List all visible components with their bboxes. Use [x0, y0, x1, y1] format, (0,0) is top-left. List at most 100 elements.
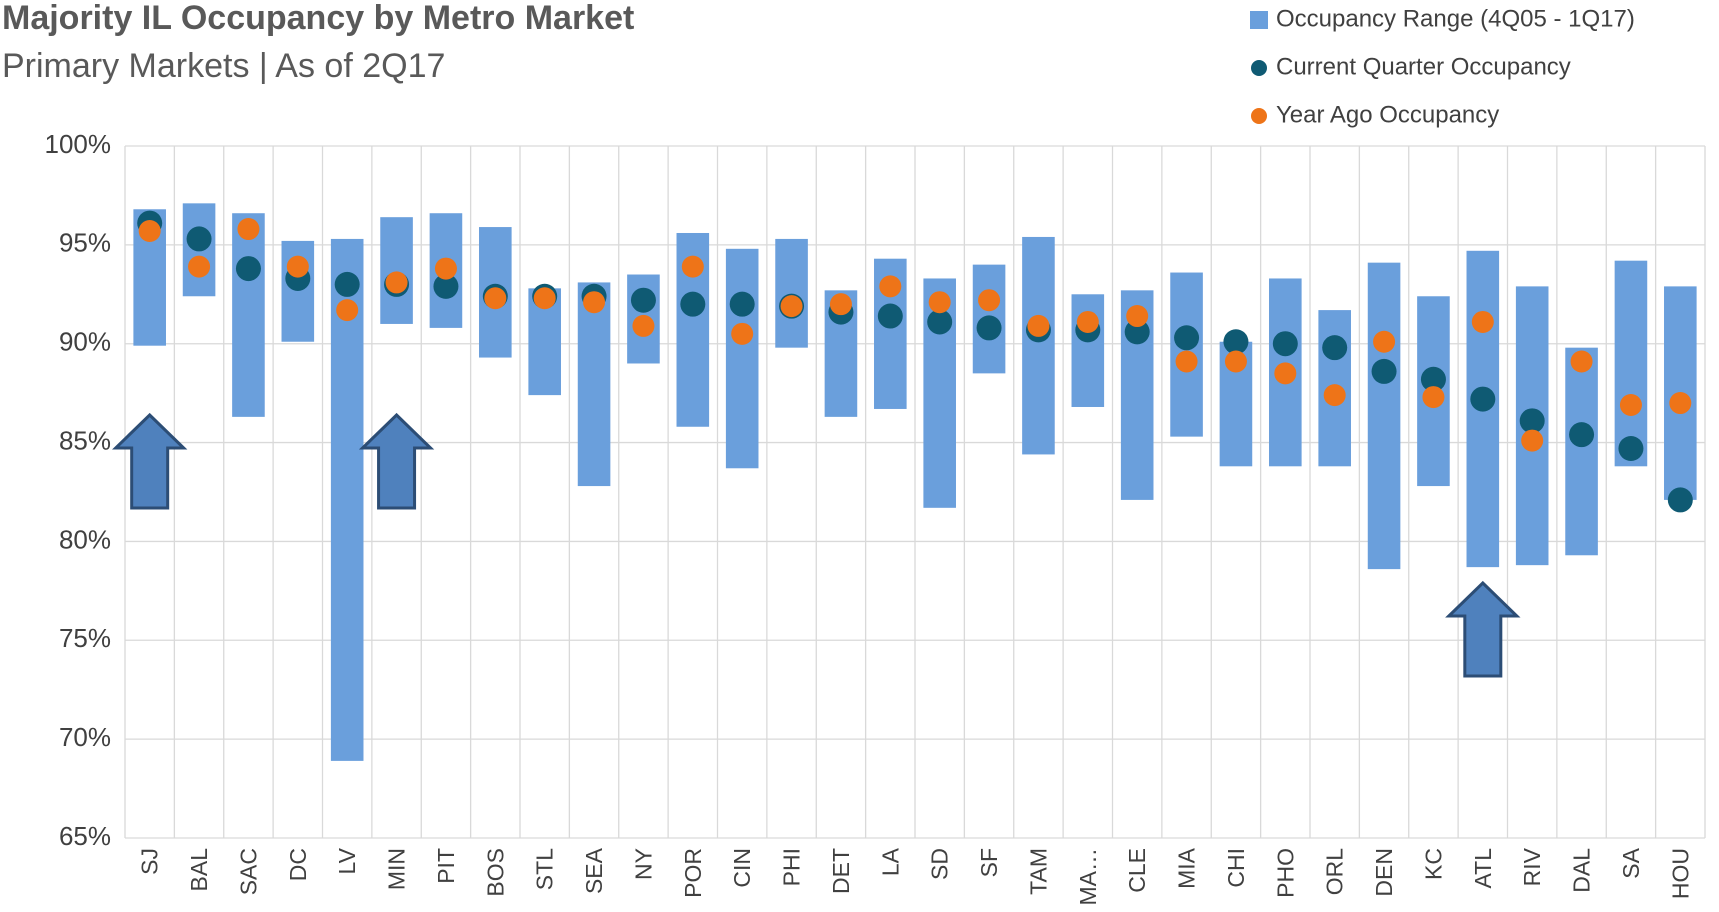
current-dot	[334, 271, 360, 297]
current-dot	[1371, 358, 1397, 384]
arrow	[111, 412, 188, 510]
current-dot	[630, 287, 656, 313]
year-ago-dot	[928, 291, 951, 314]
current-dot	[976, 315, 1002, 341]
year-ago-dot	[1175, 350, 1198, 373]
x-tick-label: BOS	[482, 848, 508, 897]
x-tick-label: MIA	[1174, 847, 1200, 889]
x-tick-label: MIN	[384, 848, 410, 890]
year-ago-dot	[780, 295, 803, 318]
y-tick-label: 75%	[59, 623, 111, 653]
current-dot	[1470, 386, 1496, 412]
year-ago-dot	[731, 322, 754, 345]
y-tick-label: 95%	[59, 228, 111, 258]
x-tick-label: PIT	[433, 848, 459, 884]
year-ago-dot	[434, 257, 457, 280]
year-ago-dot	[188, 255, 211, 278]
year-ago-dot	[583, 291, 606, 314]
year-ago-dot	[484, 287, 507, 310]
legend-swatch	[1250, 11, 1268, 29]
year-ago-dot	[978, 289, 1001, 312]
chart-subtitle: Primary Markets | As of 2Q17	[2, 47, 445, 85]
year-ago-dot	[829, 293, 852, 316]
range-bar	[330, 238, 364, 761]
year-ago-dot	[1570, 350, 1593, 373]
year-ago-dot	[1224, 350, 1247, 373]
x-tick-label: DC	[285, 848, 311, 881]
current-dot	[1124, 319, 1150, 345]
year-ago-dot	[1274, 362, 1297, 385]
current-dot	[1322, 335, 1348, 361]
range-bar	[232, 213, 265, 417]
legend-swatch	[1251, 60, 1267, 76]
year-ago-dot	[1422, 386, 1445, 409]
x-tick-label: HOU	[1667, 848, 1693, 899]
current-dot	[1569, 422, 1595, 448]
legend: Occupancy Range (4Q05 - 1Q17) Current Qua…	[1250, 5, 1635, 128]
x-tick-label: DEN	[1371, 848, 1397, 897]
x-tick-label: SJ	[137, 848, 163, 875]
x-tick-label: DET	[828, 848, 854, 894]
x-tick-label: NY	[630, 848, 656, 880]
y-tick-label: 70%	[59, 722, 111, 752]
x-tick-label: ATL	[1470, 848, 1496, 889]
range-bar	[577, 282, 611, 487]
current-dot	[1420, 366, 1446, 392]
y-tick-label: 100%	[45, 129, 112, 159]
year-ago-dot	[1669, 392, 1692, 415]
year-ago-dot	[1027, 314, 1050, 337]
current-dot	[877, 303, 903, 329]
current-dot	[1174, 325, 1200, 351]
year-ago-dot	[632, 314, 655, 337]
year-ago-dot	[1076, 310, 1099, 333]
year-ago-dot	[336, 299, 359, 322]
current-dot	[1667, 487, 1693, 513]
x-tick-label: LA	[877, 847, 903, 876]
x-tick-label: CIN	[729, 848, 755, 888]
x-tick-label: PHO	[1272, 848, 1298, 898]
year-ago-dot	[879, 275, 902, 298]
year-ago-dot	[286, 255, 309, 278]
current-dot	[1618, 436, 1644, 462]
x-tick-label: LV	[334, 847, 360, 874]
x-tick-label: POR	[680, 848, 706, 898]
current-dot	[680, 291, 706, 317]
current-dot	[1223, 329, 1249, 355]
year-ago-dot	[533, 287, 556, 310]
y-tick-label: 65%	[59, 821, 111, 851]
arrow	[358, 412, 435, 510]
current-dot	[927, 309, 953, 335]
y-tick-label: 80%	[59, 524, 111, 554]
x-tick-label: SF	[976, 848, 1002, 877]
y-tick-label: 90%	[59, 327, 111, 357]
x-tick-label: SA	[1618, 847, 1644, 878]
year-ago-dot	[138, 220, 161, 243]
arrow	[1445, 580, 1521, 678]
legend-swatch	[1251, 108, 1267, 124]
x-tick-label: KC	[1420, 848, 1446, 880]
x-tick-label: SEA	[581, 847, 607, 894]
x-tick-label: CHI	[1223, 848, 1249, 888]
year-ago-dot	[385, 271, 408, 294]
legend-label: Year Ago Occupancy	[1276, 101, 1499, 128]
year-ago-dot	[1126, 305, 1149, 328]
x-tick-label: TAM	[1025, 848, 1051, 895]
year-ago-dot	[1619, 394, 1642, 417]
range-bar	[1565, 347, 1598, 556]
range-bar	[725, 248, 759, 469]
range-bar	[775, 238, 808, 348]
x-tick-label: BAL	[186, 848, 212, 892]
y-tick-label: 85%	[59, 425, 111, 455]
x-tick-label: PHI	[779, 848, 805, 886]
current-dot	[433, 273, 459, 299]
x-tick-label: STL	[532, 848, 558, 890]
legend-label: Current Quarter Occupancy	[1276, 53, 1571, 80]
year-ago-dot	[1323, 384, 1346, 407]
year-ago-dot	[681, 255, 704, 278]
range-bar	[380, 217, 413, 324]
range-bar	[1367, 262, 1401, 570]
x-tick-label: MA…	[1075, 848, 1101, 906]
year-ago-dot	[1521, 429, 1544, 452]
current-dot	[1272, 331, 1298, 357]
